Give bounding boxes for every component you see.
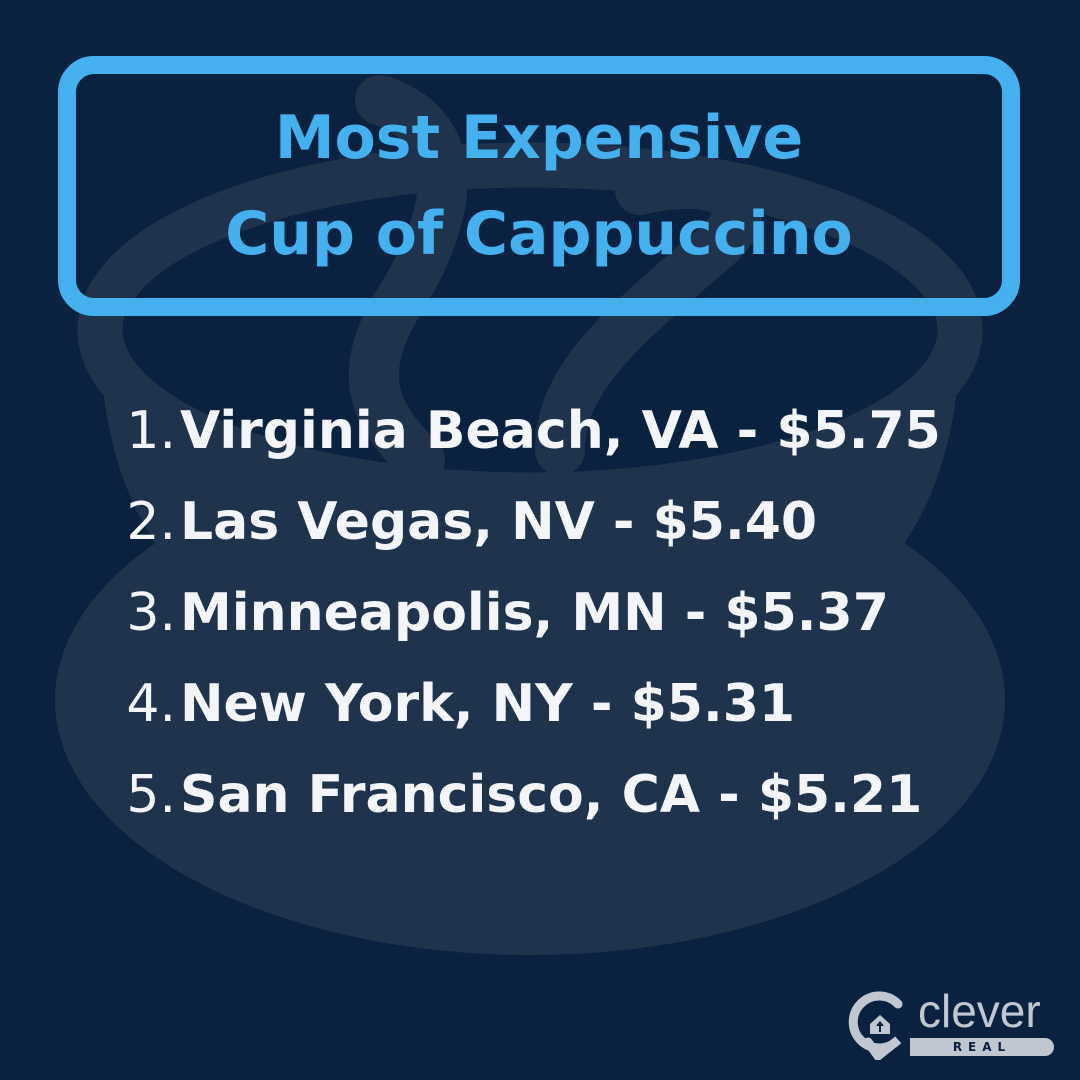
rank-number: 4. — [126, 673, 176, 734]
rank-number: 3. — [126, 582, 176, 643]
rank-text: Minneapolis, MN - $5.37 — [180, 582, 889, 643]
rank-text: San Francisco, CA - $5.21 — [180, 764, 923, 825]
list-item: 5. San Francisco, CA - $5.21 — [110, 749, 941, 840]
rank-text: Las Vegas, NV - $5.40 — [180, 491, 818, 552]
list-item: 2. Las Vegas, NV - $5.40 — [110, 476, 941, 567]
ranking-list: 1. Virginia Beach, VA - $5.75 2. Las Vegas… — [110, 385, 941, 840]
list-item: 4. New York, NY - $5.31 — [110, 658, 941, 749]
title-box: Most Expensive Cup of Cappuccino — [58, 56, 1020, 316]
title-line-2: Cup of Cappuccino — [225, 199, 853, 269]
clever-logo: clever REAL ESTATE — [848, 985, 1058, 1072]
rank-text: Virginia Beach, VA - $5.75 — [180, 400, 941, 461]
rank-number: 1. — [126, 400, 176, 461]
logo-subtitle: REAL ESTATE — [910, 1038, 1054, 1072]
title-line-1: Most Expensive — [274, 103, 804, 173]
rank-number: 5. — [126, 764, 176, 825]
logo-word: clever — [918, 985, 1041, 1037]
rank-number: 2. — [126, 491, 176, 552]
list-item: 3. Minneapolis, MN - $5.37 — [110, 567, 941, 658]
list-item: 1. Virginia Beach, VA - $5.75 — [110, 385, 941, 476]
location-pin-house-icon — [848, 991, 903, 1060]
rank-text: New York, NY - $5.31 — [180, 673, 796, 734]
